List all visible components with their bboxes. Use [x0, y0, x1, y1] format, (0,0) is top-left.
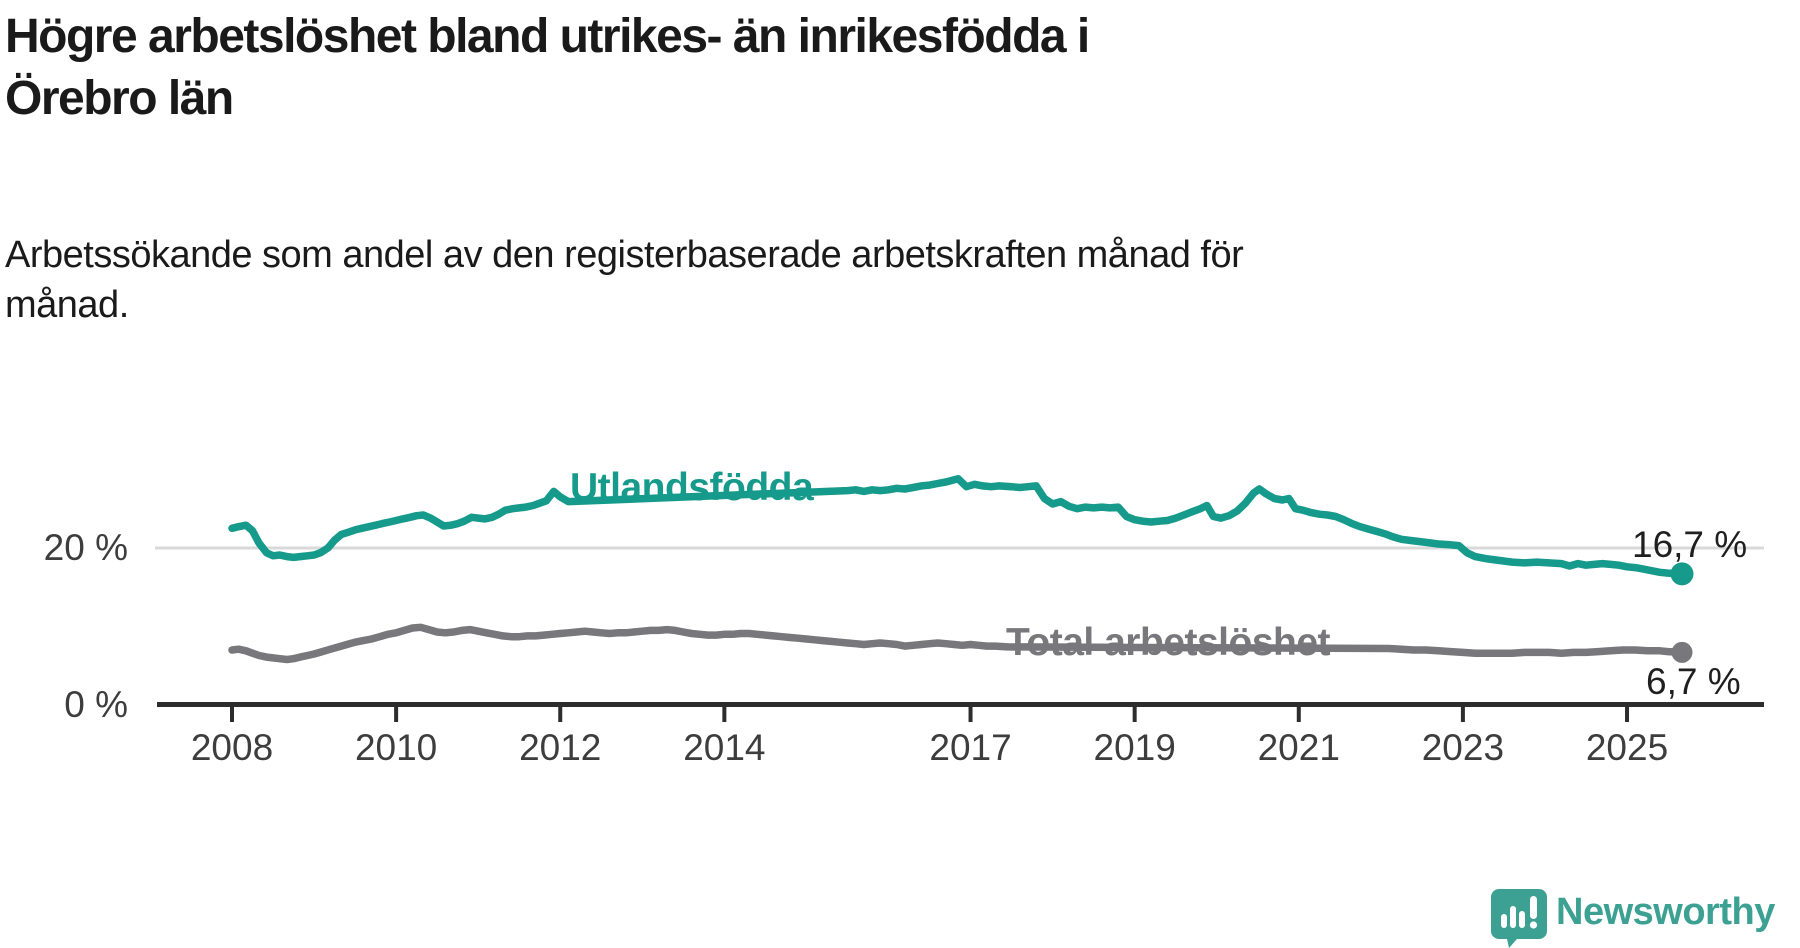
series-end-dot-total: [1671, 641, 1693, 663]
title-line-1: Högre arbetslöshet bland utrikes- än inr…: [5, 10, 1090, 63]
newsworthy-wordmark: Newsworthy: [1556, 891, 1775, 933]
end-value-label-utlandsfodda: 16,7 %: [1632, 524, 1748, 565]
x-tick-label: 2010: [354, 727, 438, 768]
series-label-total-arbetsloshet: Total arbetslöshet: [1006, 621, 1331, 664]
x-tick-label: 2014: [683, 727, 766, 768]
y-axis-label-20: 20 %: [43, 527, 128, 568]
x-tick-label: 2012: [519, 727, 602, 768]
title-line-2: Örebro län: [5, 72, 234, 125]
x-tick-label: 2025: [1585, 727, 1669, 768]
chart-subtitle: Arbetssökande som andel av den registerb…: [5, 230, 1505, 330]
x-tick-label: 2021: [1257, 727, 1340, 768]
x-tick-label: 2019: [1093, 727, 1176, 768]
newsworthy-logo[interactable]: Newsworthy: [1489, 884, 1800, 948]
series-label-utlandsfodda: Utlandsfödda: [570, 466, 814, 509]
x-tick-label: 2017: [929, 727, 1012, 768]
subtitle-line-1: Arbetssökande som andel av den registerb…: [5, 234, 1244, 276]
newsworthy-bubble-icon: [1491, 889, 1547, 948]
end-value-label-total: 6,7 %: [1646, 661, 1741, 702]
page-title: Högre arbetslöshet bland utrikes- än inr…: [5, 6, 1505, 130]
x-tick-label: 2023: [1421, 727, 1505, 768]
series-line-utlandsfodda: [228, 475, 1686, 578]
x-tick-label: 2008: [190, 727, 274, 768]
series-end-dot-utlandsfodda: [1670, 562, 1694, 586]
series-line-total: [228, 623, 1686, 664]
y-axis-label-0: 0 %: [64, 684, 128, 725]
subtitle-line-2: månad.: [5, 284, 129, 326]
